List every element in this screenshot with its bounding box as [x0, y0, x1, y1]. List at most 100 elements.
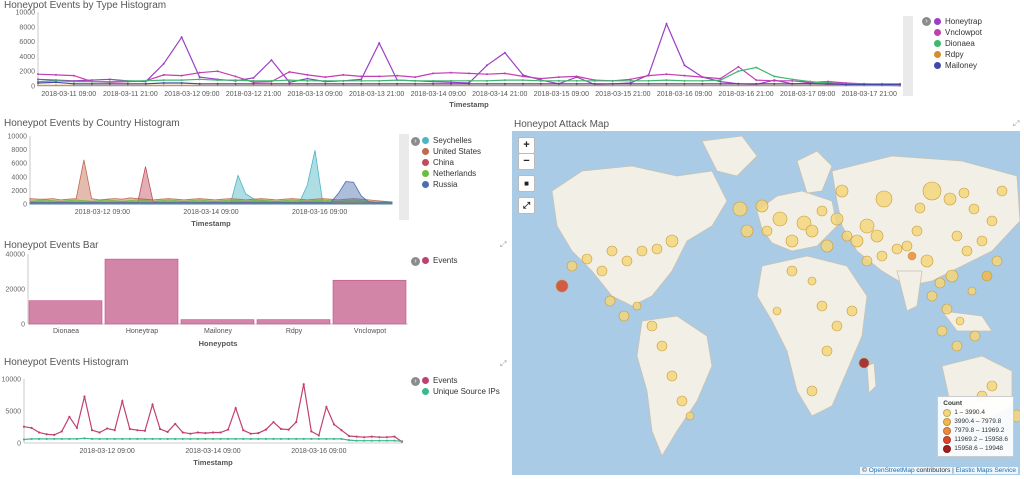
attack-point: [986, 215, 998, 227]
type-x-tick: 2018-03-17 21:00: [842, 91, 897, 98]
events-x-tick: 2018-03-14 09:00: [185, 448, 240, 455]
type-series-point: [485, 73, 488, 76]
country-histogram-chart[interactable]: 10000 8000 6000 4000 2000 0 2018-03-12 09:00 20…: [0, 118, 400, 236]
type-series-point: [108, 82, 111, 85]
bar-legend-toggle-icon[interactable]: ›: [411, 257, 420, 266]
country-legend-item[interactable]: China: [422, 157, 481, 168]
type-x-tick: 2018-03-15 21:00: [595, 91, 650, 98]
type-histogram-chart[interactable]: 10000 8000 6000 4000 2000 0 2018-03-11 09:00 20…: [0, 0, 920, 115]
type-series-point: [737, 82, 740, 85]
type-series-point: [773, 82, 776, 85]
map-attribution: © OpenStreetMap contributors | Elastic M…: [860, 467, 1018, 474]
events-series-point: [279, 437, 283, 441]
attack-point: [805, 224, 819, 238]
world-map[interactable]: [512, 131, 1020, 475]
events-series-point: [106, 437, 109, 441]
type-series-point: [360, 84, 363, 87]
type-series-point: [234, 75, 237, 78]
country-legend-item[interactable]: Russia: [422, 179, 481, 190]
type-series-point: [360, 79, 363, 82]
type-series-point: [899, 83, 901, 86]
events-legend-item[interactable]: Events: [422, 375, 500, 386]
type-series-point: [647, 79, 650, 82]
type-x-label: Timestamp: [449, 100, 489, 109]
events-series-point: [189, 432, 192, 435]
type-legend-item[interactable]: Dionaea: [934, 38, 982, 49]
events-series-point: [98, 431, 101, 434]
legend-dot-icon: [422, 377, 429, 384]
type-series-point: [72, 80, 75, 83]
bar-mailoney: [180, 319, 255, 325]
events-series-point: [30, 426, 33, 429]
attack-point: [922, 181, 942, 201]
attack-point: [858, 357, 870, 369]
type-legend-item[interactable]: Honeytrap: [934, 16, 982, 27]
type-x-tick: 2018-03-13 09:00: [287, 91, 342, 98]
type-series-point: [557, 76, 560, 79]
events-series-point: [393, 435, 396, 438]
type-legend-toggle-icon[interactable]: ›: [922, 17, 931, 26]
country-legend-item[interactable]: Seychelles: [422, 135, 481, 146]
type-series-point: [647, 82, 650, 85]
type-series-point: [791, 82, 794, 85]
country-legend-scroll[interactable]: [399, 134, 409, 220]
attack-point: [951, 230, 963, 242]
events-series-point: [181, 431, 184, 434]
type-series-point: [144, 82, 147, 85]
events-histogram-chart[interactable]: 10000 5000 0 2018-03-12 09:00 2018-03-14 09:…: [0, 357, 410, 479]
type-series-point: [557, 84, 560, 87]
type-legend-item[interactable]: Vnclowpot: [934, 27, 982, 38]
events-series-point: [38, 437, 41, 441]
type-legend-item[interactable]: Rdpy: [934, 49, 982, 60]
events-series-point: [347, 434, 351, 438]
attack-map[interactable]: + − ■ ⤢ Count 1 – 3990.4 3990.4 – 7979.8 7…: [512, 131, 1020, 475]
draw-rectangle-button[interactable]: ■: [518, 175, 535, 192]
type-series-point: [503, 51, 506, 54]
legend-label: Mailoney: [945, 61, 978, 70]
ems-link[interactable]: Elastic Maps Service: [955, 467, 1016, 474]
events-histogram-expand-icon[interactable]: ⤢: [500, 359, 507, 368]
type-series-point: [378, 84, 381, 87]
map-legend-label: 11969.2 – 15958.6: [954, 436, 1008, 443]
attack-point: [859, 218, 875, 234]
bar-legend-item[interactable]: Events: [422, 255, 457, 266]
country-legend-item[interactable]: United States: [422, 146, 481, 157]
type-x-tick: 2018-03-14 09:00: [411, 91, 466, 98]
attack-map-expand-icon[interactable]: ⤢: [1013, 119, 1020, 128]
zoom-out-button[interactable]: −: [518, 153, 535, 170]
type-series-point: [611, 82, 614, 85]
legend-dot-icon: [422, 257, 429, 264]
type-series-point: [198, 76, 201, 79]
osm-link[interactable]: OpenStreetMap: [868, 467, 915, 474]
type-series-point: [180, 74, 183, 77]
country-legend-item[interactable]: Netherlands: [422, 168, 481, 179]
type-series-point: [324, 82, 327, 85]
zoom-in-button[interactable]: +: [518, 137, 535, 154]
events-series-point: [363, 439, 366, 442]
type-legend-scroll[interactable]: [903, 16, 913, 96]
events-legend-item[interactable]: Unique Source IPs: [422, 386, 500, 397]
attack-point: [651, 243, 663, 255]
events-legend-toggle-icon[interactable]: ›: [411, 377, 420, 386]
type-series-point: [593, 84, 596, 87]
type-legend-item[interactable]: Mailoney: [934, 60, 982, 71]
type-series-point: [270, 84, 273, 87]
attack-point: [951, 340, 963, 352]
type-series-point: [647, 84, 650, 87]
events-series-point: [249, 437, 252, 441]
type-series-point: [324, 84, 327, 87]
type-series-point: [216, 84, 219, 87]
events-bar-panel: Honeypot Events Bar ⤢ 40000 20000 0 Dionaea…: [0, 240, 512, 355]
type-series-point: [234, 82, 237, 85]
type-series-point: [306, 73, 309, 76]
country-histogram-title: Honeypot Events by Country Histogram: [4, 118, 180, 129]
type-series-point: [629, 82, 632, 85]
country-legend-toggle-icon[interactable]: ›: [411, 137, 420, 146]
type-series-point: [701, 79, 704, 82]
events-series-point: [234, 437, 237, 441]
type-series-point: [342, 79, 345, 82]
events-bar-expand-icon[interactable]: ⤢: [500, 240, 507, 249]
type-x-tick: 2018-03-17 09:00: [780, 91, 835, 98]
events-bar-chart[interactable]: 40000 20000 0 Dionaea Honeytrap Mailoney Rdpy V…: [0, 240, 410, 355]
fit-data-bounds-button[interactable]: ⤢: [518, 197, 535, 214]
